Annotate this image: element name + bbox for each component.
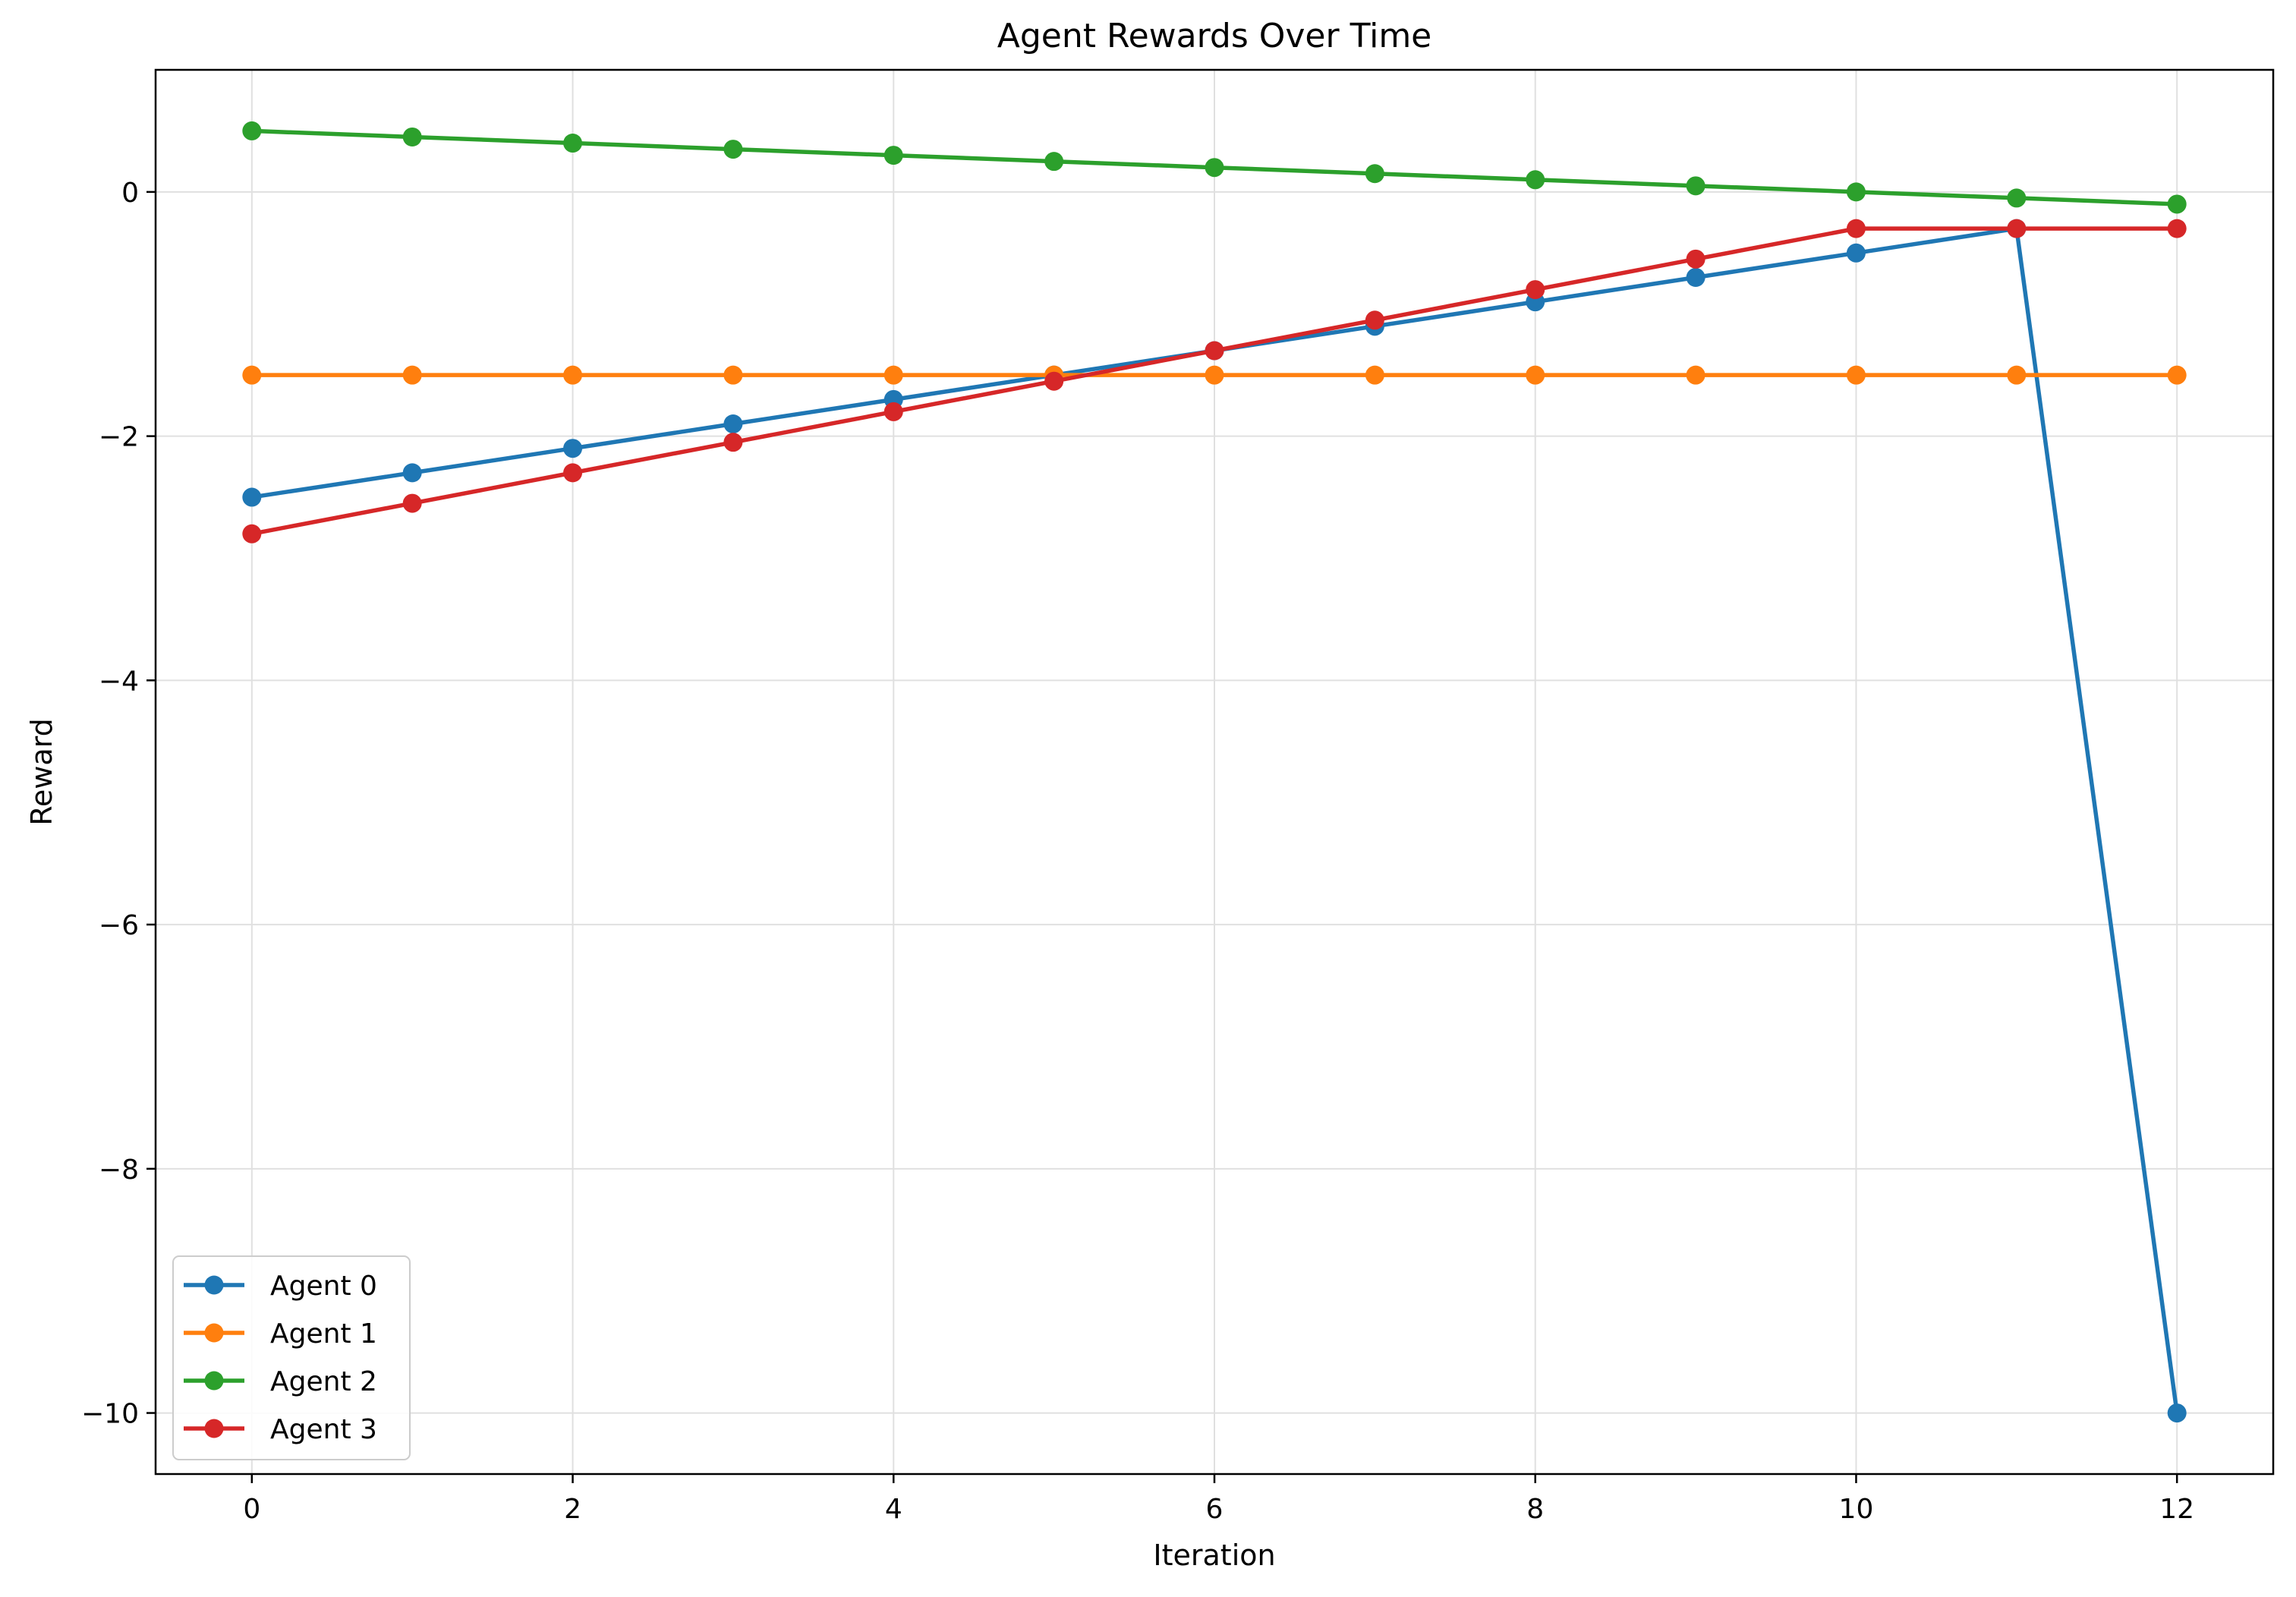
data-point [1846, 182, 1866, 202]
data-point [883, 402, 903, 421]
x-tick-label: 6 [1206, 1494, 1224, 1525]
legend-marker [204, 1275, 224, 1295]
data-point [1686, 365, 1705, 385]
data-point [1365, 365, 1384, 385]
data-point [2007, 188, 2027, 208]
series-agent-1 [242, 365, 2187, 385]
data-point [723, 414, 743, 434]
x-axis-label: Iteration [1153, 1539, 1275, 1572]
data-point [1846, 219, 1866, 238]
axis-ticks: 0 2 4 6 8 10 12 0 −2 −4 −6 −8 −10 [81, 178, 2194, 1525]
data-point [2167, 219, 2187, 238]
data-point [1526, 365, 1545, 385]
data-point [242, 365, 262, 385]
data-point [563, 463, 583, 483]
data-point [402, 127, 422, 146]
y-tick-label: −4 [99, 666, 139, 697]
data-point [1205, 341, 1224, 361]
data-point [402, 493, 422, 513]
data-point [723, 140, 743, 159]
series-agent-2 [242, 121, 2187, 214]
legend-box [172, 1255, 411, 1460]
x-tick-label: 4 [885, 1494, 902, 1525]
data-point [1846, 365, 1866, 385]
legend-item: Agent 2 [184, 1366, 377, 1397]
data-point [2007, 219, 2027, 238]
x-tick-label: 10 [1839, 1494, 1874, 1525]
grid [156, 70, 2273, 1474]
data-point [242, 121, 262, 140]
data-point [1686, 249, 1705, 269]
legend-label: Agent 3 [270, 1414, 377, 1445]
legend-item: Agent 3 [184, 1414, 377, 1445]
data-point [2167, 365, 2187, 385]
legend-item: Agent 0 [184, 1271, 377, 1302]
data-point [1044, 152, 1064, 172]
legend: Agent 0 Agent 1 Agent 2 Agent 3 [172, 1255, 411, 1460]
y-tick-label: −8 [99, 1154, 139, 1186]
data-point [2167, 194, 2187, 214]
data-point [563, 439, 583, 458]
legend-label: Agent 2 [270, 1366, 377, 1397]
data-point [402, 463, 422, 483]
data-point [723, 365, 743, 385]
series-agent-3 [242, 219, 2187, 543]
y-tick-label: −6 [99, 910, 139, 941]
data-point [1526, 170, 1545, 190]
data-point [1205, 158, 1224, 178]
data-point [2167, 1403, 2187, 1423]
data-point [1686, 267, 1705, 287]
data-point [1365, 310, 1384, 330]
data-point [402, 365, 422, 385]
data-point [883, 365, 903, 385]
x-tick-label: 0 [243, 1494, 260, 1525]
y-tick-label: −2 [99, 422, 139, 453]
data-point [242, 487, 262, 507]
legend-label: Agent 0 [270, 1271, 377, 1302]
series-group [242, 121, 2187, 1423]
data-point [1044, 371, 1064, 391]
data-point [1526, 280, 1545, 300]
data-point [1686, 176, 1705, 196]
y-tick-label: −10 [81, 1399, 139, 1430]
data-point [242, 524, 262, 543]
data-point [1365, 164, 1384, 184]
data-point [2007, 365, 2027, 385]
x-tick-label: 8 [1526, 1494, 1544, 1525]
data-point [723, 433, 743, 452]
legend-marker [204, 1323, 224, 1343]
data-point [1205, 365, 1224, 385]
data-point [883, 146, 903, 165]
legend-marker [204, 1419, 224, 1438]
legend-item: Agent 1 [184, 1318, 377, 1350]
data-point [563, 134, 583, 153]
legend-label: Agent 1 [270, 1318, 377, 1350]
data-point [563, 365, 583, 385]
y-tick-label: 0 [121, 178, 139, 209]
legend-marker [204, 1371, 224, 1391]
y-axis-label: Reward [25, 718, 58, 826]
chart-title: Agent Rewards Over Time [997, 17, 1432, 55]
x-tick-label: 2 [564, 1494, 581, 1525]
data-point [1846, 243, 1866, 263]
x-tick-label: 12 [2159, 1494, 2194, 1525]
